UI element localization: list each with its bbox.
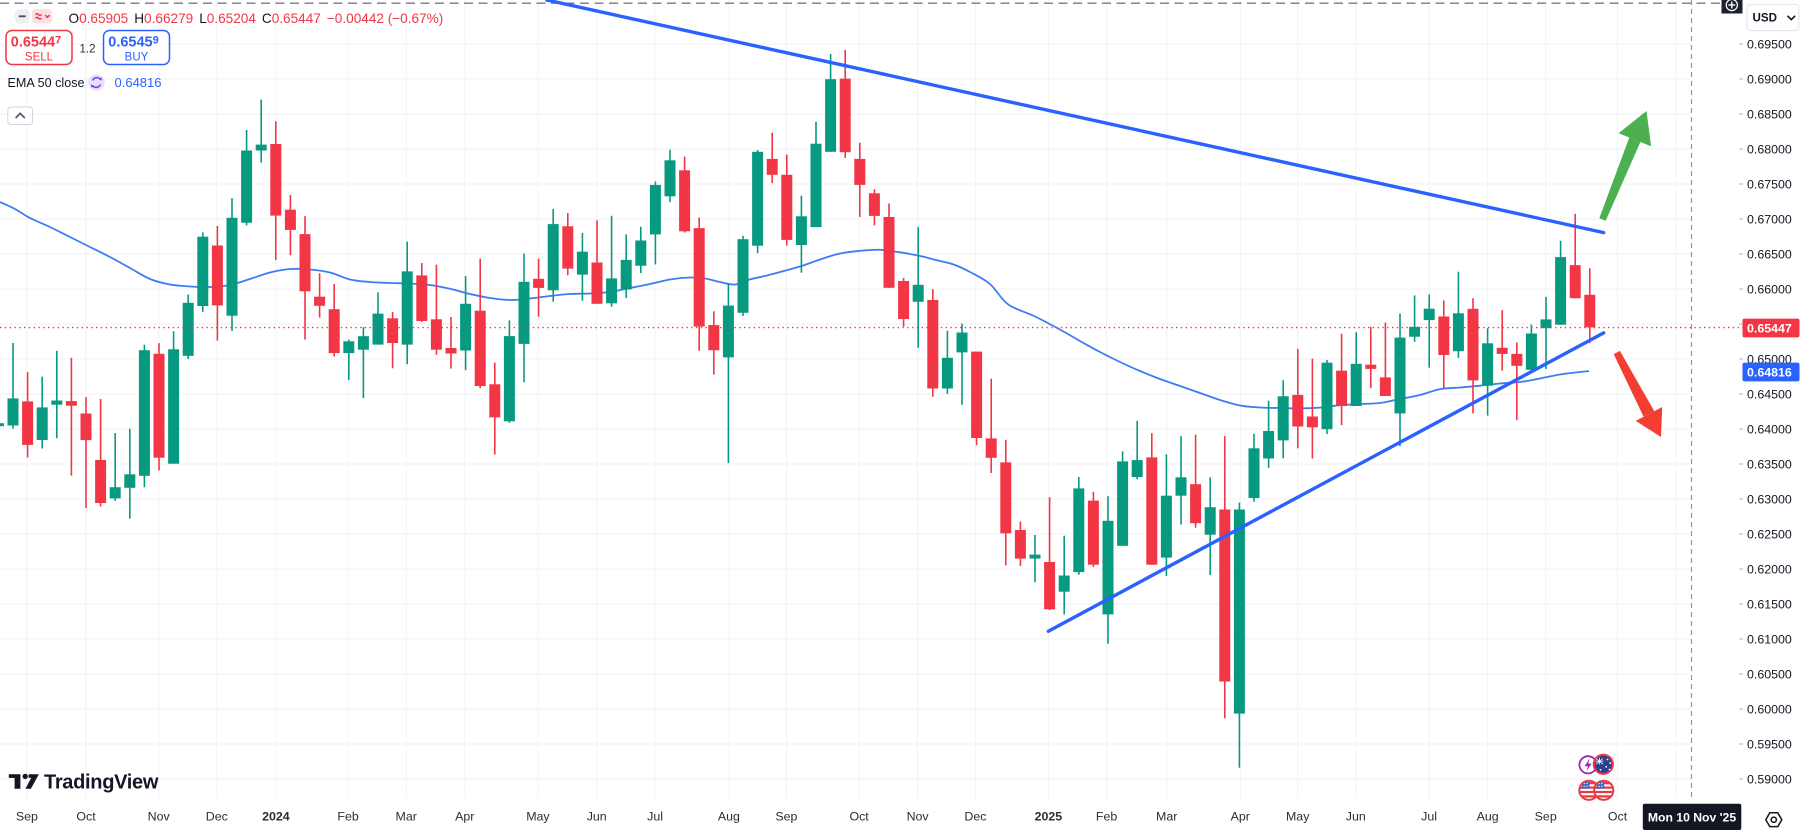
svg-text:0.64500: 0.64500 [1747, 387, 1792, 401]
svg-text:0.64000: 0.64000 [1747, 422, 1792, 436]
svg-text:Mar: Mar [1156, 810, 1177, 824]
svg-text:Aug: Aug [1477, 810, 1499, 824]
svg-text:EMA 50 close: EMA 50 close [8, 76, 85, 90]
svg-text:Mar: Mar [396, 810, 417, 824]
svg-text:Sep: Sep [775, 810, 797, 824]
svg-text:0.59000: 0.59000 [1747, 772, 1792, 786]
svg-text:2024: 2024 [262, 810, 290, 824]
svg-text:0.59500: 0.59500 [1747, 737, 1792, 751]
svg-text:0.66000: 0.66000 [1747, 282, 1792, 296]
svg-text:Dec: Dec [964, 810, 986, 824]
svg-text:0.65459: 0.65459 [108, 35, 158, 51]
svg-text:0.60000: 0.60000 [1747, 702, 1792, 716]
svg-text:0.62000: 0.62000 [1747, 562, 1792, 576]
svg-text:Jun: Jun [587, 810, 607, 824]
svg-text:0.66500: 0.66500 [1747, 247, 1792, 261]
svg-text:Jun: Jun [1346, 810, 1366, 824]
svg-text:Sep: Sep [16, 810, 38, 824]
svg-text:0.67000: 0.67000 [1747, 212, 1792, 226]
svg-text:Oct: Oct [1608, 810, 1628, 824]
svg-text:0.62500: 0.62500 [1747, 527, 1792, 541]
svg-text:0.65447: 0.65447 [11, 35, 61, 51]
svg-text:0.69000: 0.69000 [1747, 72, 1792, 86]
svg-text:Sep: Sep [1535, 810, 1557, 824]
svg-text:Nov: Nov [148, 810, 171, 824]
svg-text:0.69500: 0.69500 [1747, 37, 1792, 51]
svg-text:2025: 2025 [1035, 810, 1063, 824]
svg-text:Aug: Aug [718, 810, 740, 824]
svg-text:0.67500: 0.67500 [1747, 177, 1792, 191]
svg-text:Apr: Apr [455, 810, 474, 824]
svg-text:Jul: Jul [1421, 810, 1437, 824]
svg-text:SELL: SELL [25, 52, 54, 64]
svg-text:BUY: BUY [125, 52, 149, 64]
svg-text:USD: USD [1753, 12, 1777, 25]
svg-text:0.60500: 0.60500 [1747, 667, 1792, 681]
svg-text:Dec: Dec [206, 810, 228, 824]
svg-text:1.2: 1.2 [80, 44, 96, 56]
svg-text:Apr: Apr [1231, 810, 1250, 824]
svg-text:0.65447: 0.65447 [1747, 321, 1792, 335]
svg-text:Feb: Feb [1096, 810, 1117, 824]
svg-text:0.64816: 0.64816 [1747, 365, 1792, 379]
svg-text:0.63500: 0.63500 [1747, 457, 1792, 471]
svg-text:0.68500: 0.68500 [1747, 107, 1792, 121]
svg-text:May: May [1286, 810, 1310, 824]
svg-text:Nov: Nov [907, 810, 930, 824]
svg-text:Feb: Feb [337, 810, 358, 824]
svg-text:May: May [526, 810, 550, 824]
svg-text:0.61500: 0.61500 [1747, 597, 1792, 611]
svg-text:Jul: Jul [647, 810, 663, 824]
svg-text:Oct: Oct [76, 810, 96, 824]
svg-text:TradingView: TradingView [44, 772, 159, 794]
svg-text:Mon 10 Nov '25: Mon 10 Nov '25 [1648, 811, 1736, 825]
svg-text:0.63000: 0.63000 [1747, 492, 1792, 506]
svg-text:0.61000: 0.61000 [1747, 632, 1792, 646]
svg-text:Oct: Oct [849, 810, 869, 824]
svg-text:0.64816: 0.64816 [115, 75, 162, 90]
svg-text:0.68000: 0.68000 [1747, 142, 1792, 156]
